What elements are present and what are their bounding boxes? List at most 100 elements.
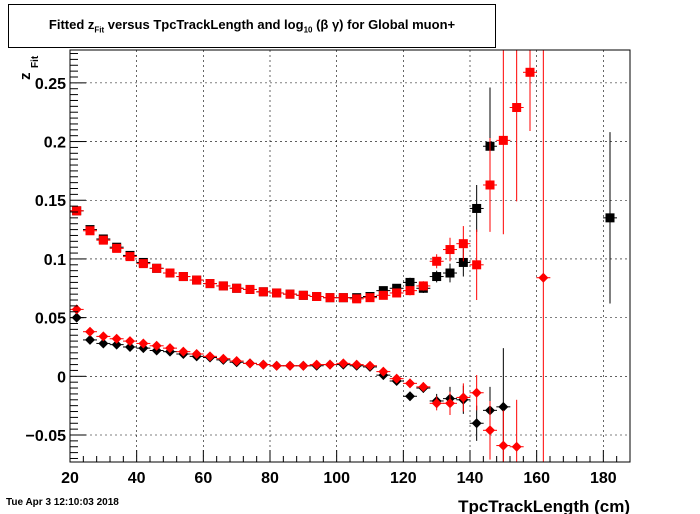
y-tick-label: 0.15: [35, 193, 66, 210]
data-point: [271, 360, 282, 371]
data-point: [378, 366, 389, 377]
y-axis-label: z Fit: [17, 55, 41, 80]
x-tick-label: 120: [390, 470, 417, 487]
x-tick-label: 180: [590, 470, 617, 487]
data-point: [258, 287, 268, 297]
x-tick-label: 80: [261, 470, 279, 487]
series-3-diamond: [69, 50, 551, 462]
y-tick-label: 0: [57, 369, 66, 386]
data-point: [498, 401, 509, 412]
data-point: [138, 259, 148, 269]
data-series: [69, 50, 617, 462]
data-point: [338, 293, 348, 303]
data-point: [351, 359, 362, 370]
data-point: [98, 338, 109, 349]
data-point: [418, 281, 428, 291]
data-point: [605, 213, 615, 223]
data-point: [471, 387, 482, 398]
x-tick-label: 160: [523, 470, 550, 487]
data-point: [311, 359, 322, 370]
data-point: [111, 339, 122, 350]
data-point: [72, 206, 82, 216]
title-part-mid: versus TpcTrackLength and log: [104, 17, 304, 32]
data-point: [258, 359, 269, 370]
x-tick-label: 40: [128, 470, 146, 487]
data-point: [98, 235, 108, 245]
data-point: [285, 289, 295, 299]
data-point: [512, 103, 522, 113]
data-point: [191, 349, 202, 360]
series-0-square: [69, 87, 617, 304]
data-point: [125, 341, 135, 352]
data-point: [458, 392, 469, 403]
data-point: [472, 203, 482, 213]
data-point: [205, 351, 215, 362]
data-point: [498, 135, 508, 145]
data-point: [192, 275, 202, 285]
data-point: [378, 290, 388, 300]
data-point: [338, 358, 349, 369]
data-point: [85, 226, 95, 236]
data-point: [325, 359, 335, 370]
data-point: [472, 260, 482, 270]
series-1-square: [69, 50, 537, 304]
x-tick-label: 20: [61, 470, 79, 487]
data-point: [471, 418, 482, 429]
data-point: [325, 293, 335, 303]
series-2-diamond: [69, 312, 511, 462]
data-point: [232, 283, 242, 293]
data-point: [431, 398, 442, 409]
data-point: [405, 391, 415, 402]
x-tick-label: 140: [457, 470, 484, 487]
data-point: [138, 338, 149, 349]
x-axis-label: TpcTrackLength (cm): [458, 497, 630, 514]
data-point: [432, 256, 442, 266]
data-point: [285, 360, 295, 371]
data-point: [392, 283, 402, 293]
data-point: [98, 331, 109, 342]
data-point: [178, 346, 189, 357]
y-tick-label: 0.05: [35, 311, 66, 328]
data-point: [445, 245, 455, 255]
data-point: [218, 281, 228, 291]
data-point: [365, 293, 375, 303]
data-point: [392, 288, 402, 298]
data-point: [485, 180, 495, 190]
data-point: [312, 291, 322, 301]
data-point: [458, 257, 468, 267]
y-axis-label-sub: Fit: [30, 55, 41, 68]
x-tick-label: 60: [194, 470, 212, 487]
y-tick-label: 0.2: [44, 135, 66, 152]
data-point: [365, 360, 375, 371]
data-point: [231, 356, 242, 367]
data-point: [298, 360, 309, 371]
data-point: [511, 441, 522, 452]
y-axis-label-main: z: [17, 73, 34, 81]
data-point: [405, 378, 415, 389]
data-point: [125, 336, 135, 347]
data-point: [111, 333, 122, 344]
data-point: [112, 243, 122, 253]
timestamp: Tue Apr 3 12:10:03 2018: [6, 497, 119, 508]
data-point: [405, 277, 415, 287]
y-tick-label: 0.1: [44, 252, 66, 269]
data-point: [418, 381, 429, 392]
data-point: [245, 358, 255, 369]
data-point: [245, 284, 255, 294]
title-part-pre: Fitted z: [48, 17, 95, 32]
data-point: [485, 425, 495, 436]
data-point: [405, 286, 415, 296]
title-part-post: (β γ) for Global muon+: [312, 17, 456, 32]
data-point: [218, 353, 229, 364]
x-tick-label: 100: [323, 470, 350, 487]
data-point: [298, 290, 308, 300]
y-tick-label: −0.05: [26, 428, 67, 445]
data-point: [151, 340, 162, 351]
data-point: [538, 272, 549, 283]
title-box: Fitted zFit versus TpcTrackLength and lo…: [8, 4, 496, 48]
data-point: [445, 398, 455, 409]
data-point: [458, 239, 468, 249]
title-sub-fit: Fit: [94, 25, 105, 35]
data-point: [525, 67, 535, 77]
